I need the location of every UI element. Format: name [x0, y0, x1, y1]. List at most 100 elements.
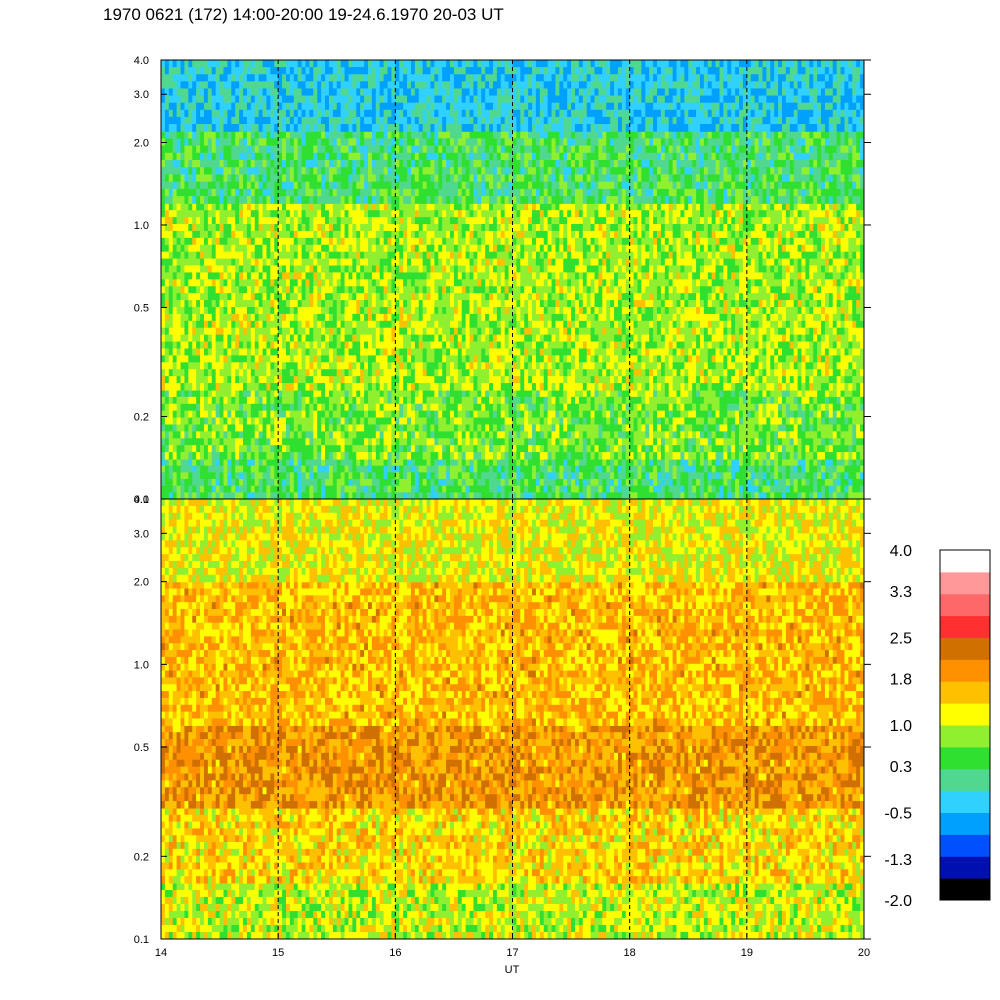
heatmap-cell: [457, 403, 463, 412]
heatmap-cell: [446, 355, 451, 363]
heatmap-cell: [426, 431, 432, 439]
heatmap-cell: [645, 396, 650, 405]
heatmap-cell: [434, 251, 439, 260]
heatmap-cell: [352, 492, 357, 499]
heatmap-cell: [270, 472, 275, 480]
heatmap-cell: [610, 431, 615, 439]
heatmap-cell: [824, 472, 830, 480]
heatmap-cell: [422, 478, 428, 487]
heatmap-cell: [614, 389, 619, 398]
heatmap-cell: [184, 224, 189, 232]
heatmap-cell: [750, 465, 756, 473]
heatmap-cell: [832, 389, 838, 398]
heatmap-cell: [610, 492, 615, 499]
heatmap-cell: [817, 472, 822, 480]
heatmap-cell: [426, 327, 432, 336]
heatmap-cell: [371, 369, 377, 377]
heatmap-cell: [578, 424, 584, 432]
heatmap-cell: [696, 445, 701, 453]
heatmap-cell: [289, 383, 295, 391]
heatmap-cell: [512, 485, 518, 493]
heatmap-cell: [387, 348, 393, 356]
heatmap-cell: [485, 403, 490, 412]
heatmap-cell: [313, 485, 318, 493]
heatmap-cell: [184, 244, 189, 253]
heatmap-cell: [395, 293, 400, 301]
heatmap-cell: [457, 237, 463, 246]
heatmap-cell: [492, 485, 498, 493]
heatmap-cell: [328, 389, 334, 398]
heatmap-cell: [848, 417, 853, 426]
heatmap-cell: [231, 258, 236, 267]
heatmap-cell: [352, 348, 357, 356]
heatmap-cell: [477, 452, 482, 460]
heatmap-cell: [508, 410, 514, 419]
heatmap-cell: [610, 403, 615, 412]
heatmap-cell: [285, 203, 291, 211]
heatmap-cell: [172, 403, 178, 412]
heatmap-cell: [430, 320, 435, 329]
heatmap-cell: [403, 478, 408, 487]
heatmap-cell: [289, 293, 295, 301]
heatmap-cell: [254, 313, 260, 322]
heatmap-cell: [313, 237, 318, 246]
heatmap-cell: [293, 224, 299, 232]
heatmap-cell: [594, 458, 600, 467]
heatmap-cell: [801, 424, 807, 432]
heatmap-cell: [559, 438, 564, 446]
heatmap-cell: [332, 417, 338, 426]
heatmap-cell: [348, 445, 353, 453]
heatmap-cell: [344, 478, 350, 487]
heatmap-cell: [360, 286, 365, 294]
heatmap-cell: [243, 424, 248, 432]
heatmap-cell: [321, 472, 326, 480]
heatmap-cell: [176, 492, 182, 499]
heatmap-cell: [852, 485, 857, 493]
heatmap-cell: [719, 410, 724, 419]
heatmap-cell: [164, 465, 170, 473]
heatmap-cell: [602, 452, 607, 460]
heatmap-cell: [317, 389, 322, 398]
heatmap-cell: [180, 320, 186, 329]
heatmap-cell: [801, 452, 807, 460]
heatmap-cell: [336, 272, 342, 280]
heatmap-cell: [469, 410, 475, 419]
heatmap-cell: [399, 217, 404, 225]
heatmap-cell: [844, 445, 849, 453]
heatmap-cell: [285, 452, 291, 460]
heatmap-cell: [582, 403, 588, 412]
heatmap-cell: [328, 244, 334, 253]
heatmap-cell: [313, 355, 318, 363]
heatmap-cell: [309, 313, 314, 322]
heatmap-cell: [813, 465, 818, 473]
heatmap-cell: [539, 417, 545, 426]
heatmap-cell: [184, 210, 189, 218]
heatmap-cell: [621, 417, 627, 426]
heatmap-cell: [250, 417, 256, 426]
heatmap-cell: [188, 251, 193, 260]
heatmap-cell: [403, 258, 408, 267]
heatmap-cell: [766, 410, 771, 419]
heatmap-cell: [684, 417, 689, 426]
heatmap-cell: [262, 237, 268, 246]
heatmap-cell: [254, 376, 260, 384]
heatmap-cell: [692, 389, 697, 398]
heatmap-cell: [274, 362, 279, 370]
heatmap-cell: [598, 403, 603, 412]
heatmap-cell: [180, 438, 186, 446]
heatmap-cell: [754, 465, 760, 473]
heatmap-cell: [172, 265, 178, 274]
heatmap-cell: [192, 320, 197, 329]
heatmap-cell: [196, 334, 201, 343]
heatmap-cell: [243, 272, 248, 280]
heatmap-cell: [465, 431, 471, 439]
heatmap-cell: [461, 334, 467, 343]
heatmap-cell: [383, 485, 389, 493]
heatmap-cell: [555, 465, 560, 473]
heatmap-cell: [192, 396, 197, 405]
heatmap-cell: [317, 244, 322, 253]
heatmap-cell: [563, 452, 568, 460]
heatmap-cell: [567, 417, 572, 426]
heatmap-cell: [672, 485, 678, 493]
heatmap-cell: [426, 224, 432, 232]
